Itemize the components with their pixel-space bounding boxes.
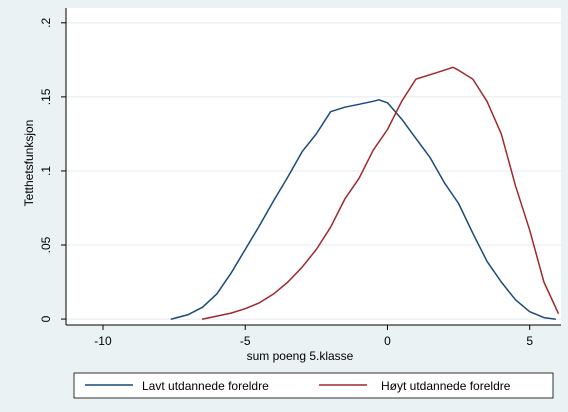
legend-box bbox=[73, 372, 554, 399]
legend-label-hoyt: Høyt utdannede foreldre bbox=[381, 379, 511, 393]
series-layer bbox=[170, 66, 559, 320]
series-line-1 bbox=[201, 66, 559, 320]
plot-area bbox=[66, 8, 561, 325]
x-axis-title: sum poeng 5.klasse bbox=[247, 349, 354, 363]
grid-layer bbox=[66, 22, 561, 320]
y-tick-label: 0 bbox=[39, 315, 53, 322]
x-tick-label: -5 bbox=[240, 334, 251, 348]
tick-layer: 0 .05 .1 .15 .2 -10 -5 0 5 bbox=[39, 17, 533, 348]
y-tick-label: .2 bbox=[39, 17, 53, 27]
legend-label-lavt: Lavt utdannede foreldre bbox=[142, 379, 269, 393]
y-tick-label: .1 bbox=[39, 166, 53, 176]
series-line-0 bbox=[170, 99, 557, 320]
x-tick-label: 0 bbox=[384, 334, 391, 348]
x-tick-label: 5 bbox=[526, 334, 533, 348]
legend: Lavt utdannede foreldre Høyt utdannede f… bbox=[73, 372, 554, 399]
y-tick-label: .05 bbox=[39, 236, 53, 253]
y-axis-title: Tetthetsfunksjon bbox=[22, 120, 36, 207]
y-tick-label: .15 bbox=[39, 88, 53, 105]
x-tick-label: -10 bbox=[94, 334, 112, 348]
